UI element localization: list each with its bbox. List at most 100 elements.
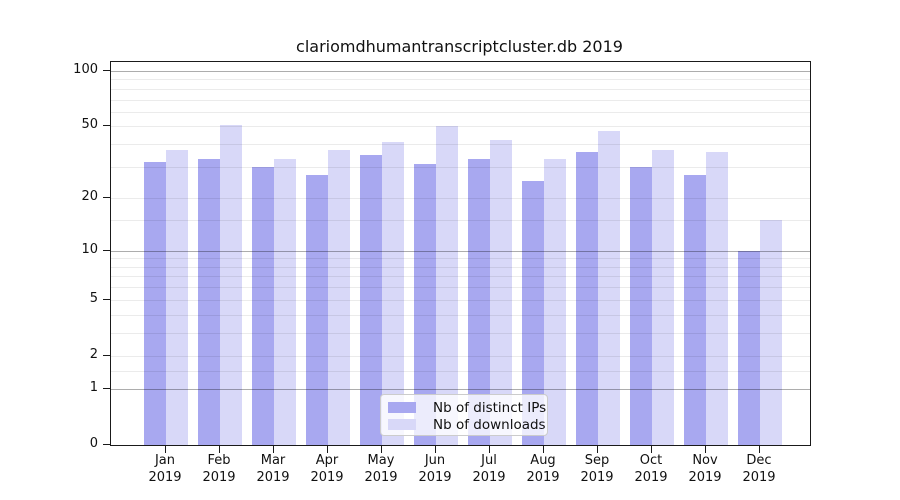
x-axis-tick xyxy=(435,446,436,453)
y-axis-tick xyxy=(103,249,110,251)
legend-label-downloads: Nb of downloads xyxy=(433,416,546,433)
x-axis-label-apr: Apr 2019 xyxy=(299,452,355,486)
y-axis-tick xyxy=(103,298,110,300)
x-axis-label-mar: Mar 2019 xyxy=(245,452,301,486)
x-axis-label-year: 2019 xyxy=(580,470,614,485)
x-axis-label-feb: Feb 2019 xyxy=(191,452,247,486)
bar-downloads-jan xyxy=(166,150,188,445)
bar-downloads-jun xyxy=(436,126,458,445)
plot-area: Nb of distinct IPs Nb of downloads xyxy=(110,61,811,446)
minor-gridline xyxy=(111,166,810,168)
y-axis-tick xyxy=(103,354,110,356)
bar-distinct-ips-feb xyxy=(198,159,220,445)
bar-downloads-dec xyxy=(760,220,782,445)
y-axis-tick xyxy=(103,69,110,71)
minor-gridline xyxy=(111,355,810,357)
y-axis-label: 20 xyxy=(81,189,98,205)
bar-downloads-aug xyxy=(544,159,566,445)
major-gridline xyxy=(111,250,810,252)
x-axis-label-year: 2019 xyxy=(634,470,668,485)
bar-downloads-sep xyxy=(598,131,620,445)
x-axis-label-year: 2019 xyxy=(310,470,344,485)
legend-item-distinct-ips: Nb of distinct IPs xyxy=(388,399,546,416)
x-axis-label-year: 2019 xyxy=(418,470,452,485)
x-axis-tick xyxy=(543,446,544,453)
y-axis-tick xyxy=(103,387,110,389)
y-axis-label: 0 xyxy=(89,436,98,451)
x-axis-label-jun: Jun 2019 xyxy=(407,452,463,486)
minor-gridline xyxy=(111,276,810,278)
y-axis-label: 100 xyxy=(73,61,98,77)
x-axis-label-jul: Jul 2019 xyxy=(461,452,517,486)
y-axis-label: 2 xyxy=(89,346,98,362)
bar-downloads-feb xyxy=(220,124,242,445)
chart-title: clariomdhumantranscriptcluster.db 2019 xyxy=(296,37,623,56)
legend-label-distinct-ips: Nb of distinct IPs xyxy=(433,399,547,416)
x-axis-label-aug: Aug 2019 xyxy=(515,452,571,486)
minor-gridline xyxy=(111,258,810,260)
x-axis-label-year: 2019 xyxy=(364,470,398,485)
y-axis-tick xyxy=(103,444,110,445)
y-axis-label: 5 xyxy=(89,290,98,306)
x-axis-label-year: 2019 xyxy=(472,470,506,485)
legend-swatch-distinct-ips xyxy=(388,402,416,413)
x-axis-label-year: 2019 xyxy=(148,470,182,485)
y-axis-label: 50 xyxy=(81,117,98,133)
x-axis-label-year: 2019 xyxy=(256,470,290,485)
bar-distinct-ips-jul xyxy=(468,159,490,445)
bar-downloads-mar xyxy=(274,159,296,445)
x-axis-label-jan: Jan 2019 xyxy=(137,452,193,486)
minor-gridline xyxy=(111,126,810,128)
x-axis-label-sep: Sep 2019 xyxy=(569,452,625,486)
minor-gridline xyxy=(111,332,810,334)
x-axis-tick xyxy=(597,446,598,453)
x-axis-tick xyxy=(327,446,328,453)
x-axis-label-nov: Nov 2019 xyxy=(677,452,733,486)
x-axis-tick xyxy=(759,446,760,453)
x-axis-tick xyxy=(705,446,706,453)
major-gridline xyxy=(111,388,810,390)
bar-distinct-ips-nov xyxy=(684,174,706,445)
x-axis-tick xyxy=(381,446,382,453)
bar-downloads-jul xyxy=(490,140,512,445)
x-axis-label-oct: Oct 2019 xyxy=(623,452,679,486)
bar-distinct-ips-jan xyxy=(144,161,166,445)
legend-item-downloads: Nb of downloads xyxy=(388,416,546,433)
x-axis-tick xyxy=(489,446,490,453)
bar-distinct-ips-may xyxy=(360,154,382,445)
legend: Nb of distinct IPs Nb of downloads xyxy=(380,394,548,436)
x-axis-label-year: 2019 xyxy=(688,470,722,485)
x-axis-tick xyxy=(273,446,274,453)
bar-downloads-oct xyxy=(652,150,674,445)
x-axis-label-dec: Dec 2019 xyxy=(731,452,787,486)
legend-swatch-downloads xyxy=(388,419,416,430)
x-axis-label-year: 2019 xyxy=(742,470,776,485)
minor-gridline xyxy=(111,88,810,90)
minor-gridline xyxy=(111,266,810,268)
minor-gridline xyxy=(111,370,810,372)
bar-distinct-ips-oct xyxy=(630,166,652,445)
x-axis-label-may: May 2019 xyxy=(353,452,409,486)
minor-gridline xyxy=(111,314,810,316)
major-gridline xyxy=(111,70,810,72)
bar-downloads-nov xyxy=(706,152,728,445)
minor-gridline xyxy=(111,287,810,289)
y-axis-tick xyxy=(103,197,110,199)
minor-gridline xyxy=(111,144,810,146)
x-axis-tick xyxy=(165,446,166,453)
bar-distinct-ips-dec xyxy=(738,250,760,445)
y-axis-label: 10 xyxy=(81,241,98,257)
minor-gridline xyxy=(111,99,810,101)
minor-gridline xyxy=(111,220,810,222)
y-axis-tick xyxy=(103,125,110,127)
x-axis-label-year: 2019 xyxy=(526,470,560,485)
y-axis-label: 1 xyxy=(89,379,98,395)
minor-gridline xyxy=(111,299,810,301)
bar-downloads-may xyxy=(382,142,404,445)
x-axis-label-year: 2019 xyxy=(202,470,236,485)
x-axis-tick xyxy=(219,446,220,453)
bar-distinct-ips-jun xyxy=(414,164,436,445)
minor-gridline xyxy=(111,111,810,113)
bar-distinct-ips-apr xyxy=(306,174,328,445)
